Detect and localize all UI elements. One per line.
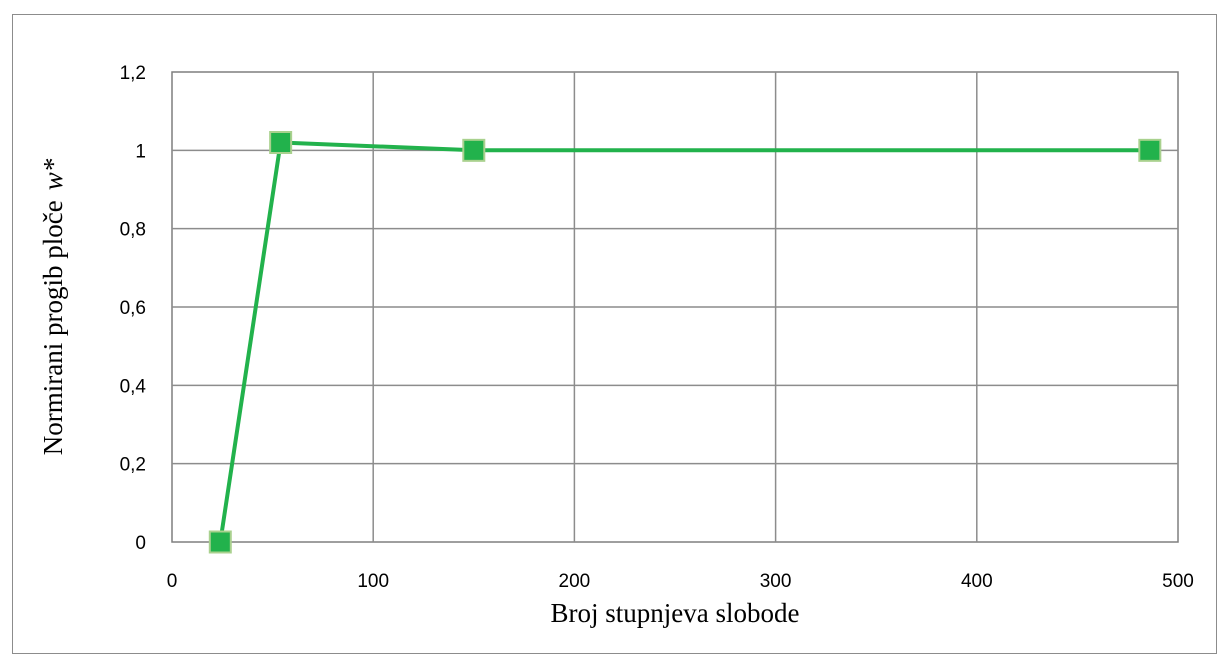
x-tick-label: 500: [1162, 571, 1194, 592]
line-chart: 0 100 200 300 400 500 0 0,2 0,4 0,6 0,8 1 1,2 Broj s…: [38, 63, 1194, 628]
x-tick-label: 200: [559, 571, 591, 592]
data-point: [269, 131, 293, 154]
y-tick-label: 1: [135, 141, 146, 162]
y-axis-title-text: Normirani progib ploče: [38, 200, 68, 455]
x-tick-label: 400: [961, 571, 993, 592]
tick-labels: 0 100 200 300 400 500 0 0,2 0,4 0,6 0,8 1 1,2: [120, 63, 1194, 592]
y-axis-title: Normirani progib ploče w*: [38, 158, 68, 455]
y-tick-label: 0: [135, 533, 146, 554]
series-line: [218, 140, 1150, 543]
x-tick-label: 300: [760, 571, 792, 592]
y-tick-label: 0,6: [120, 298, 146, 319]
y-tick-label: 0,8: [120, 220, 146, 241]
data-point: [1138, 138, 1162, 162]
y-tick-label: 0,2: [120, 455, 146, 476]
x-tick-label: 100: [357, 571, 389, 592]
y-tick-label: 0,4: [120, 376, 147, 397]
data-series: [208, 131, 1162, 554]
x-axis-title: Broj stupnjeva slobode: [551, 598, 800, 628]
data-point: [462, 138, 486, 162]
y-axis-title-symbol: w*: [38, 158, 68, 190]
y-tick-label: 1,2: [120, 63, 146, 84]
x-tick-label: 0: [167, 571, 178, 592]
data-point: [208, 530, 232, 554]
